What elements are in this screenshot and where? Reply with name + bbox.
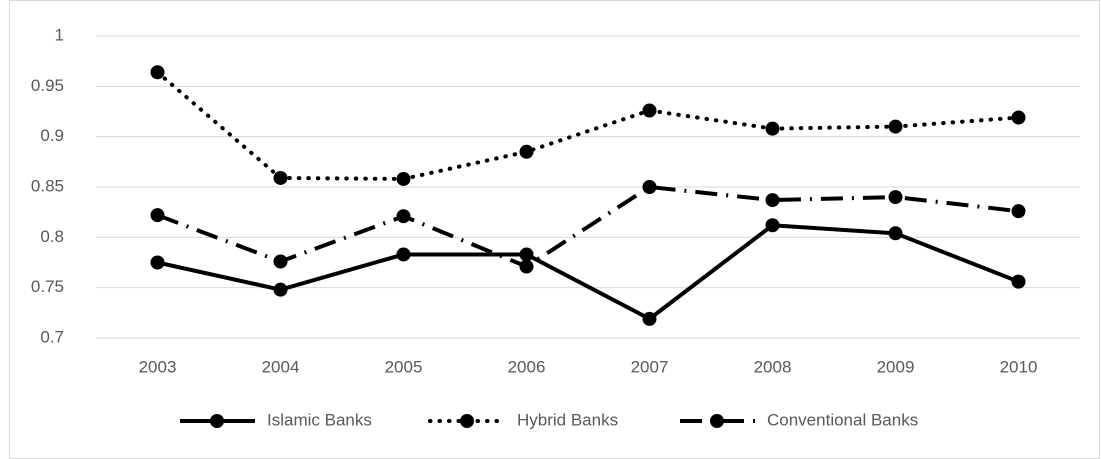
point xyxy=(642,180,657,194)
y-tick-label: 1 xyxy=(55,25,64,44)
x-tick-label: 2010 xyxy=(1000,357,1038,376)
point xyxy=(765,218,780,233)
y-tick-label: 0.95 xyxy=(31,76,64,95)
y-tick-label: 0.7 xyxy=(40,327,64,346)
point xyxy=(888,190,903,205)
point xyxy=(888,119,903,134)
x-tick-label: 2007 xyxy=(631,357,669,376)
point xyxy=(519,259,534,274)
point xyxy=(519,247,534,262)
y-tick-label: 0.85 xyxy=(31,176,64,195)
point xyxy=(519,144,534,159)
legend-marker xyxy=(210,414,224,428)
point xyxy=(150,208,165,223)
point xyxy=(396,209,411,224)
x-tick-label: 2008 xyxy=(754,357,792,376)
point xyxy=(1011,110,1026,125)
x-tick-label: 2003 xyxy=(139,357,177,376)
legend-label: Islamic Banks xyxy=(267,410,372,429)
x-tick-label: 2006 xyxy=(508,357,546,376)
point xyxy=(273,254,288,269)
series-line xyxy=(157,223,1020,322)
x-tick-label: 2005 xyxy=(385,357,423,376)
legend-marker xyxy=(710,414,724,428)
point xyxy=(273,282,288,297)
point xyxy=(150,255,165,270)
point xyxy=(1011,204,1026,219)
y-tick-label: 0.8 xyxy=(40,227,64,246)
legend-label: Hybrid Banks xyxy=(517,410,618,429)
legend-marker xyxy=(460,414,474,428)
x-tick-label: 2004 xyxy=(262,357,300,376)
chart-border xyxy=(9,0,1100,459)
point xyxy=(150,65,165,80)
point xyxy=(765,193,780,208)
legend-label: Conventional Banks xyxy=(767,410,918,429)
point xyxy=(765,121,780,136)
series-line xyxy=(156,184,1019,269)
point xyxy=(396,171,411,186)
point xyxy=(642,103,657,118)
point xyxy=(888,226,903,241)
point xyxy=(642,311,657,326)
point xyxy=(396,247,411,262)
y-tick-label: 0.75 xyxy=(31,277,64,296)
y-tick-label: 0.9 xyxy=(40,126,64,145)
point xyxy=(1011,274,1026,289)
point xyxy=(273,170,288,185)
series-line xyxy=(155,70,1021,181)
x-tick-label: 2009 xyxy=(877,357,915,376)
